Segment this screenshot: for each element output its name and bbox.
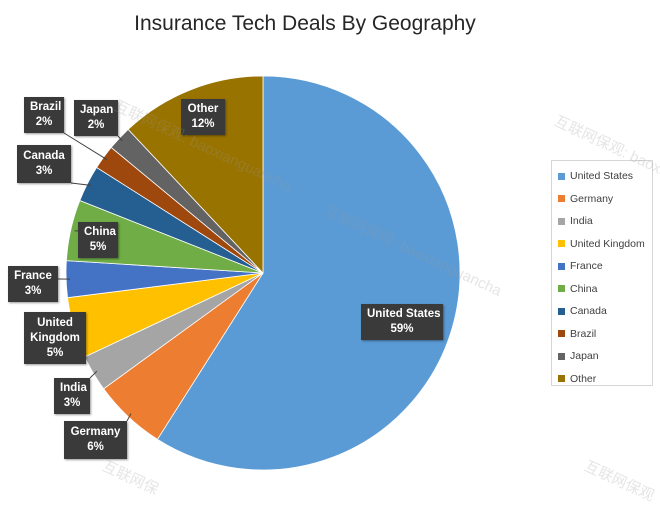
legend-label: United Kingdom — [570, 238, 645, 250]
legend-swatch — [558, 330, 565, 337]
data-label-value: 2% — [30, 115, 58, 130]
data-label-name: Other — [187, 102, 219, 117]
legend-item-japan: Japan — [552, 345, 652, 368]
data-label-value: 6% — [70, 440, 121, 455]
legend-item-other: Other — [552, 368, 652, 391]
data-label-value: 12% — [187, 117, 219, 132]
legend-item-canada: Canada — [552, 300, 652, 323]
legend-item-china: China — [552, 278, 652, 301]
legend-label: Brazil — [570, 328, 596, 340]
data-label-value: 3% — [14, 284, 52, 299]
data-label-value: 5% — [84, 240, 112, 255]
legend-item-united-states: United States — [552, 165, 652, 188]
legend-swatch — [558, 218, 565, 225]
legend-item-france: France — [552, 255, 652, 278]
legend-swatch — [558, 308, 565, 315]
legend-item-brazil: Brazil — [552, 323, 652, 346]
data-label-value: 59% — [367, 322, 437, 337]
data-label-name: United States — [367, 307, 437, 322]
data-label-name: India — [60, 381, 84, 396]
data-label-name: Canada — [23, 149, 65, 164]
legend-swatch — [558, 240, 565, 247]
legend-swatch — [558, 195, 565, 202]
data-label-value: 3% — [60, 396, 84, 411]
legend-swatch — [558, 173, 565, 180]
legend-label: Japan — [570, 350, 599, 362]
legend-item-united-kingdom: United Kingdom — [552, 233, 652, 256]
legend: United States Germany India United Kingdom F… — [551, 160, 653, 386]
data-label-name: Germany — [70, 425, 121, 440]
data-label-name: China — [84, 225, 112, 240]
data-label-value: 3% — [23, 164, 65, 179]
legend-label: India — [570, 215, 593, 227]
legend-label: Canada — [570, 305, 607, 317]
data-label-name: Japan — [80, 103, 112, 118]
legend-label: Other — [570, 373, 596, 385]
legend-label: China — [570, 283, 597, 295]
legend-swatch — [558, 375, 565, 382]
data-label-value: 5% — [30, 346, 80, 361]
legend-swatch — [558, 263, 565, 270]
legend-label: Germany — [570, 193, 613, 205]
data-label-name: France — [14, 269, 52, 284]
legend-swatch — [558, 285, 565, 292]
data-label-value: 2% — [80, 118, 112, 133]
data-label-name: Kingdom — [30, 331, 80, 346]
legend-label: United States — [570, 170, 633, 182]
legend-label: France — [570, 260, 603, 272]
legend-swatch — [558, 353, 565, 360]
data-label-name: Brazil — [30, 100, 58, 115]
legend-item-india: India — [552, 210, 652, 233]
legend-item-germany: Germany — [552, 188, 652, 211]
data-label-name: United — [30, 316, 80, 331]
